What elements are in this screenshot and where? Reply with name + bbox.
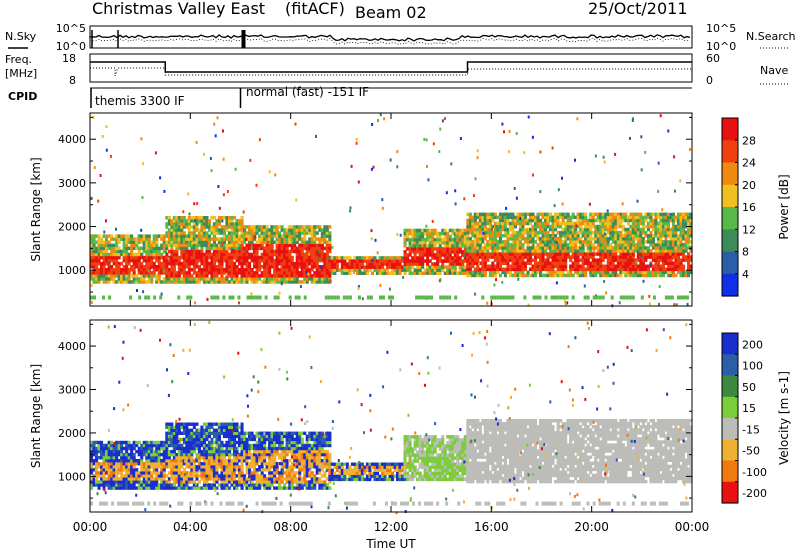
x-tick-label: 00:00 (73, 520, 108, 534)
colorbar-swatch (722, 396, 738, 419)
colorbar-label: Velocity [m s-1] (777, 371, 791, 465)
nsearch-tick-bottom: 10^0 (706, 40, 736, 53)
colorbar-tick-label: 24 (742, 157, 756, 170)
freq-label: Freq. (5, 53, 32, 66)
colorbar-swatch (722, 251, 738, 275)
colorbar-swatch (722, 481, 738, 504)
nsky-tick-bottom: 10^0 (56, 40, 86, 53)
nave-tick-top: 60 (706, 52, 720, 65)
y-tick-label: 4000 (58, 340, 86, 353)
heatmap-cells (90, 320, 693, 515)
colorbar-swatch (722, 118, 738, 141)
colorbar-swatch (722, 460, 738, 483)
x-tick-label: 00:00 (675, 520, 710, 534)
mode-title: (fitACF) (285, 0, 345, 18)
freq-tick-top: 18 (62, 52, 76, 65)
colorbar-swatch (722, 184, 738, 208)
colorbar-tick-label: 16 (742, 201, 756, 214)
x-tick-label: 04:00 (173, 520, 208, 534)
freq-trace (90, 61, 692, 73)
nsky-tick-top: 10^5 (56, 22, 86, 35)
nsearch-trace (89, 37, 691, 46)
colorbar-tick-label: 50 (742, 381, 756, 394)
x-tick-label: 20:00 (574, 520, 609, 534)
colorbar-swatch (722, 229, 738, 253)
colorbar-swatch (722, 439, 738, 462)
colorbar-tick-label: 200 (742, 338, 763, 351)
y-tick-label: 1000 (58, 470, 86, 483)
x-axis-label: Time UT (365, 537, 416, 551)
y-tick-label: 3000 (58, 177, 86, 190)
colorbar-tick-label: 15 (742, 402, 756, 415)
colorbar-swatch (722, 418, 738, 440)
nave-trace (90, 67, 692, 77)
freq-traces (90, 61, 692, 77)
x-tick-label: 12:00 (374, 520, 409, 534)
x-tick-label: 16:00 (474, 520, 509, 534)
colorbar-swatch (722, 207, 738, 230)
freq-panel-frame (89, 53, 693, 83)
nsearch-tick-top: 10^5 (706, 22, 736, 35)
velocity-heatmap-panel: 1000 2000 3000 4000 Slant Range [km] (29, 319, 693, 515)
power-colorbar: 4 8 12 16 20 24 28 Power [dB] (721, 117, 791, 297)
cpid-segment-1: themis 3300 IF (95, 94, 185, 108)
colorbar-swatch (722, 375, 738, 398)
colorbar-swatch (722, 140, 738, 164)
nave-tick-bottom: 0 (706, 74, 713, 87)
time-axis: 00:00 04:00 08:00 12:00 16:00 20:00 00:00 Time … (73, 520, 710, 551)
colorbar-tick-label: 12 (742, 223, 756, 236)
x-tick-label: 08:00 (273, 520, 308, 534)
freq-tick-bottom: 8 (69, 74, 76, 87)
colorbar-swatch (722, 354, 738, 377)
colorbar-tick-label: -200 (742, 487, 767, 500)
colorbar-tick-label: 8 (742, 246, 749, 259)
station-title: Christmas Valley East (92, 0, 265, 18)
date-title: 25/Oct/2011 (588, 0, 688, 18)
colorbar-label: Power [dB] (777, 174, 791, 239)
nave-label: Nave (760, 64, 788, 77)
cpid-segment-2: normal (fast) -151 IF (246, 85, 369, 99)
y-tick-label: 1000 (58, 264, 86, 277)
y-tick-label: 2000 (58, 427, 86, 440)
y-axis-label: Slant Range [km] (29, 364, 43, 468)
y-axis-label: Slant Range [km] (29, 157, 43, 261)
colorbar-tick-label: -100 (742, 466, 767, 479)
colorbar-swatch (722, 162, 738, 186)
colorbar-swatch (722, 333, 738, 355)
nsky-trace (89, 34, 691, 42)
colorbar-swatch (722, 273, 738, 297)
freq-unit: [MHz] (5, 67, 37, 80)
colorbar-tick-label: -50 (742, 445, 760, 458)
cpid-label: CPID (8, 90, 37, 103)
colorbar-tick-label: 28 (742, 134, 756, 147)
beam-title: Beam 02 (355, 3, 427, 22)
colorbar-tick-label: 4 (742, 268, 749, 281)
velocity-colorbar: 200 100 50 15 -15 -50 -100 -200 Velocity [m s-1] (721, 332, 791, 504)
nsearch-label: N.Search (746, 30, 796, 43)
nsky-traces (89, 30, 691, 48)
colorbar-tick-label: 100 (742, 360, 763, 373)
nsky-label: N.Sky (5, 30, 37, 43)
heatmap-cells (90, 113, 693, 308)
y-tick-label: 2000 (58, 221, 86, 234)
colorbar-tick-label: -15 (742, 423, 760, 436)
power-heatmap-panel: 1000 2000 3000 4000 Slant Range [km] (29, 112, 693, 308)
colorbar-tick-label: 20 (742, 179, 756, 192)
y-tick-label: 4000 (58, 133, 86, 146)
y-tick-label: 3000 (58, 384, 86, 397)
